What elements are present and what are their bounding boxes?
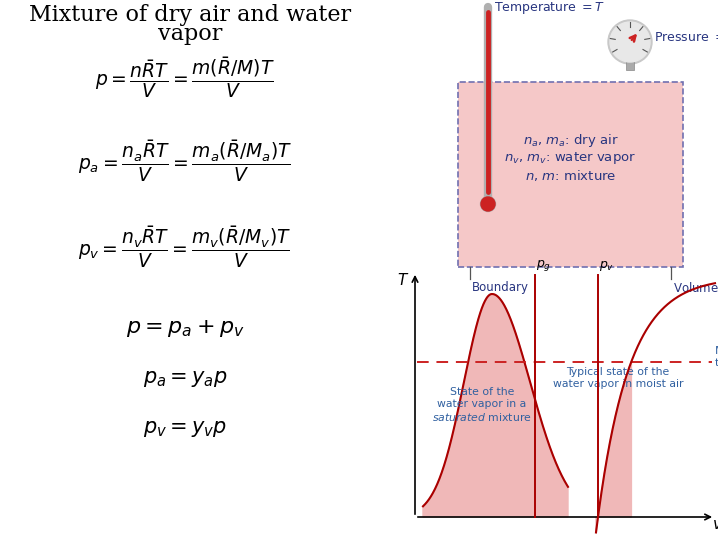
Circle shape [608,20,652,64]
Text: $n_v$, $m_v$: water vapor: $n_v$, $m_v$: water vapor [505,150,637,166]
Text: $p_v = y_v p$: $p_v = y_v p$ [143,419,227,439]
Text: Pressure $= p$: Pressure $= p$ [654,30,718,46]
Text: $p_a = y_a p$: $p_a = y_a p$ [143,369,228,389]
FancyBboxPatch shape [626,60,634,70]
Text: vapor: vapor [158,23,222,45]
Text: State of the
water vapor in a
$\mathit{saturated}$ mixture: State of the water vapor in a $\mathit{s… [432,387,532,423]
Text: $p_v = \dfrac{n_v\bar{R}T}{V} = \dfrac{m_v(\bar{R}/M_v)T}{V}$: $p_v = \dfrac{n_v\bar{R}T}{V} = \dfrac{m… [78,225,292,270]
Text: $n$, $m$: mixture: $n$, $m$: mixture [525,168,616,183]
Text: $n_a$, $m_a$: dry air: $n_a$, $m_a$: dry air [523,132,618,149]
Circle shape [481,197,495,211]
Text: $p_a = \dfrac{n_a\bar{R}T}{V} = \dfrac{m_a(\bar{R}/M_a)T}{V}$: $p_a = \dfrac{n_a\bar{R}T}{V} = \dfrac{m… [78,139,292,184]
Polygon shape [596,362,631,532]
FancyBboxPatch shape [458,82,683,267]
Text: $T$: $T$ [396,272,409,288]
Text: Temperature $= T$: Temperature $= T$ [494,0,606,16]
Circle shape [610,22,650,62]
Text: Volume $= V$: Volume $= V$ [673,281,718,295]
Text: $v$: $v$ [712,517,718,532]
Text: $p = \dfrac{n\bar{R}T}{V} = \dfrac{m(\bar{R}/M)T}{V}$: $p = \dfrac{n\bar{R}T}{V} = \dfrac{m(\ba… [95,55,275,100]
Text: Typical state of the
water vapor in moist air: Typical state of the water vapor in mois… [553,367,684,388]
Text: $p_v$: $p_v$ [599,259,614,273]
Text: Mixture
temperature: Mixture temperature [715,346,718,368]
Text: $p = p_a + p_v$: $p = p_a + p_v$ [126,317,244,339]
Polygon shape [423,294,568,517]
Text: Boundary: Boundary [472,281,529,294]
Text: $p_g$: $p_g$ [536,258,551,273]
Text: Mixture of dry air and water: Mixture of dry air and water [29,4,351,26]
